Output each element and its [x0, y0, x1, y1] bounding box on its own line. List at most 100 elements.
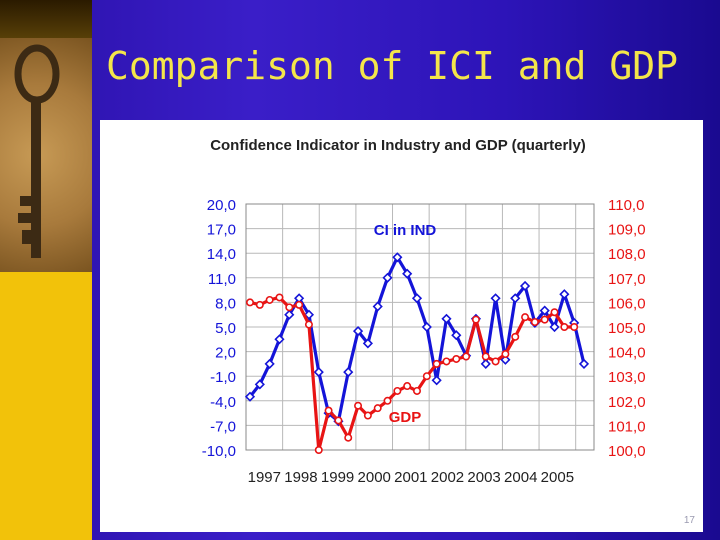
gdp-data-point	[324, 406, 333, 415]
left-tick-label: 2,0	[215, 345, 236, 362]
ici-data-point	[343, 367, 354, 378]
gdp-data-point	[462, 352, 471, 361]
gdp-data-point	[550, 308, 559, 317]
ici-series-label: CI in IND	[374, 222, 437, 239]
x-tick-label: 1997	[248, 469, 281, 486]
gdp-data-point	[471, 315, 480, 324]
ici-data-point	[411, 293, 423, 304]
ici-data-point	[500, 354, 511, 365]
right-tick-label: 101,0	[608, 418, 646, 435]
gdp-data-point	[403, 382, 412, 391]
right-tick-label: 105,0	[608, 320, 646, 337]
left-tick-label: 17,0	[207, 222, 236, 239]
x-tick-label: 1998	[284, 469, 317, 486]
ici-data-point	[441, 313, 452, 324]
gdp-data-point	[530, 318, 539, 327]
antique-key-image	[0, 38, 92, 272]
ici-data-point	[382, 272, 393, 283]
gdp-data-point	[334, 416, 343, 425]
right-tick-label: 110,0	[608, 197, 644, 214]
key-icon	[14, 44, 60, 258]
right-axis-ticks: 110,0 109,0 108,0 107,0 106,0 105,0 104,0 103,0…	[608, 197, 646, 460]
gdp-data-point	[255, 300, 264, 309]
ici-data-point	[362, 338, 373, 349]
gdp-data-point	[560, 323, 569, 332]
gdp-data-point	[295, 300, 304, 309]
plot-area-border	[245, 203, 595, 451]
x-tick-label: 2001	[394, 469, 427, 486]
series-layer	[244, 252, 590, 454]
x-axis-ticks: 1997 1998 1999 2000 2001 2002 2003 2004 2005	[248, 469, 574, 486]
right-tick-label: 108,0	[608, 246, 646, 263]
ici-data-point	[578, 358, 590, 369]
grid-lines	[245, 203, 595, 451]
gdp-data-point	[511, 332, 520, 341]
gdp-data-point	[412, 386, 421, 395]
gdp-data-point	[265, 295, 274, 304]
chart-panel: Confidence Indicator in Industry and GDP…	[100, 120, 703, 532]
x-tick-label: 2004	[504, 469, 537, 486]
gdp-data-point	[521, 313, 530, 322]
gdp-data-point	[393, 386, 402, 395]
left-axis-ticks: 20,0 17,0 14,0 11,0 8,0 5,0 2,0 -1,0 -4,0 -7,0 -10…	[202, 197, 236, 460]
right-tick-label: 107,0	[608, 271, 646, 288]
left-tick-label: -1,0	[210, 369, 236, 386]
ici-data-point	[244, 391, 256, 402]
right-tick-label: 106,0	[608, 295, 646, 312]
left-tick-label: 11,0	[208, 271, 236, 288]
gdp-data-point	[491, 357, 500, 366]
ici-data-point	[519, 280, 531, 292]
right-tick-label: 100,0	[608, 443, 646, 460]
left-tick-label: 20,0	[207, 197, 236, 214]
x-tick-label: 2000	[358, 469, 391, 486]
ici-data-point	[372, 301, 383, 312]
ici-data-point	[480, 358, 491, 369]
gdp-data-point	[304, 320, 313, 329]
ici-data-point	[313, 367, 324, 378]
ici-data-point	[451, 330, 462, 341]
gdp-series-label: GDP	[389, 409, 422, 426]
gdp-data-point	[354, 401, 363, 410]
gdp-data-point	[275, 293, 284, 302]
ici-data-point	[510, 293, 521, 304]
gdp-data-point	[344, 433, 353, 442]
x-tick-label: 2003	[467, 469, 500, 486]
gdp-data-point	[285, 303, 294, 312]
gdp-data-point	[501, 350, 510, 359]
x-tick-label: 2005	[541, 469, 574, 486]
ici-data-point	[421, 321, 432, 333]
gdp-data-point	[363, 411, 372, 420]
page-number: 17	[683, 515, 695, 526]
ici-data-point	[490, 293, 501, 304]
ici-data-point	[431, 375, 442, 386]
right-tick-label: 103,0	[608, 369, 646, 386]
ici-data-point	[254, 379, 265, 390]
gdp-data-point	[373, 404, 382, 413]
ici-data-point	[549, 321, 560, 333]
ici-data-point	[264, 358, 275, 369]
gdp-data-point	[540, 315, 549, 324]
gdp-data-point	[246, 298, 255, 307]
chart-title: Confidence Indicator in Industry and GDP…	[210, 137, 586, 154]
gdp-data-point	[570, 323, 579, 332]
x-tick-label: 2002	[431, 469, 464, 486]
gdp-data-point	[314, 445, 323, 454]
chart-svg: Confidence Indicator in Industry and GDP…	[202, 137, 646, 486]
left-tick-label: -4,0	[210, 394, 236, 411]
right-tick-label: 102,0	[608, 394, 646, 411]
ici-series-line	[248, 255, 586, 423]
gdp-data-point	[383, 396, 392, 405]
left-tick-label: 14,0	[207, 246, 236, 263]
gdp-data-point	[422, 372, 431, 381]
left-tick-label: -10,0	[202, 443, 236, 460]
ici-data-point	[402, 268, 413, 279]
ici-data-point	[539, 305, 550, 316]
left-tick-label: -7,0	[210, 418, 236, 435]
right-tick-label: 109,0	[608, 222, 646, 239]
gdp-series-line	[249, 295, 575, 452]
ici-data-point	[294, 293, 305, 304]
left-tick-label: 5,0	[215, 320, 236, 337]
right-tick-label: 104,0	[608, 345, 646, 362]
gdp-data-point	[432, 359, 441, 368]
ici-data-point	[274, 334, 285, 345]
